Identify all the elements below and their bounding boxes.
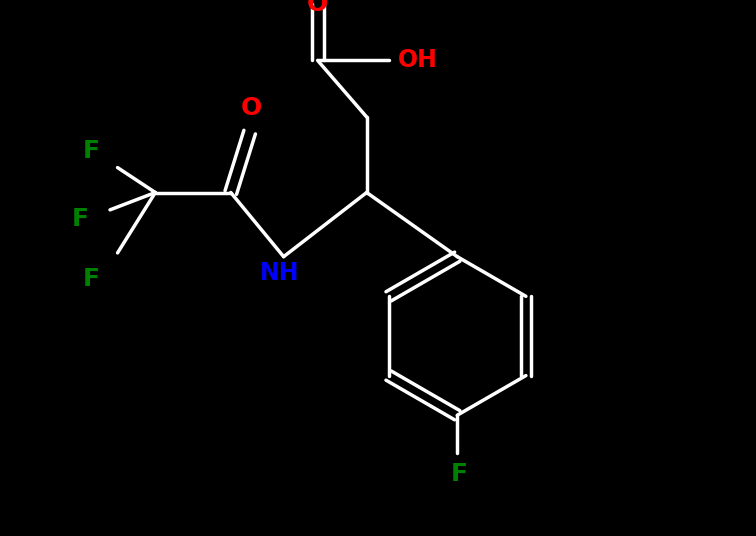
Text: F: F (82, 267, 100, 292)
Text: F: F (451, 462, 467, 486)
Text: F: F (82, 139, 100, 163)
Text: O: O (240, 96, 262, 120)
Text: OH: OH (398, 48, 438, 72)
Text: NH: NH (260, 261, 299, 285)
Text: F: F (71, 207, 88, 231)
Text: O: O (307, 0, 328, 16)
